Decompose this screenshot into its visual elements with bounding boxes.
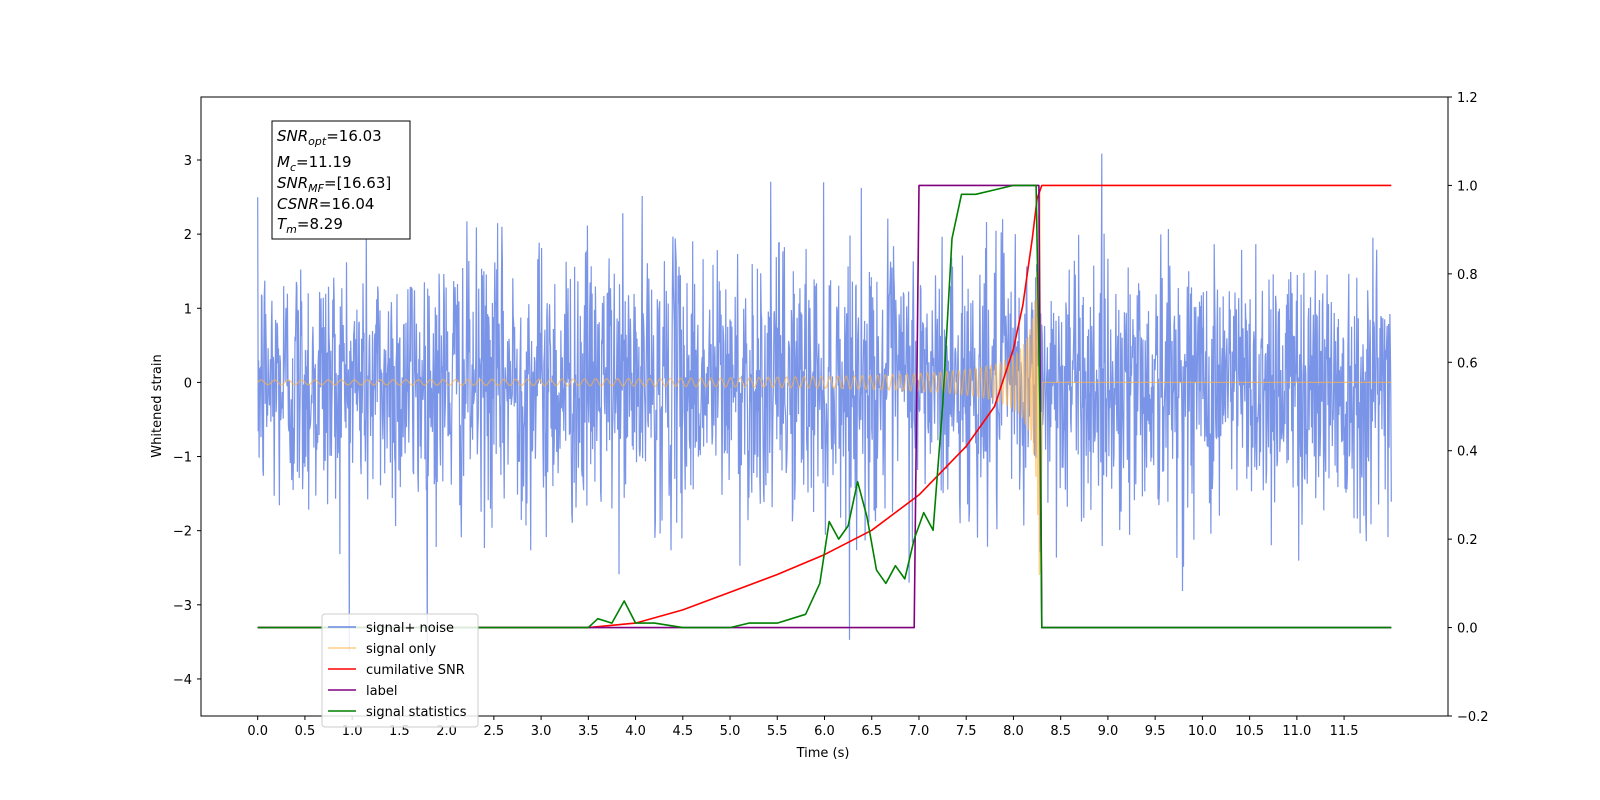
annotation-snr-opt: SNRopt=16.03: [277, 127, 382, 148]
annotation-mc: Mc=11.19: [277, 153, 352, 174]
annotation-subscript: opt: [308, 135, 327, 148]
y-tick-label: −2: [173, 525, 192, 540]
y2-tick-label: 0.4: [1457, 445, 1478, 460]
annotation-value: =8.29: [297, 215, 343, 233]
x-tick-label: 9.0: [1098, 724, 1119, 739]
x-tick-label: 7.5: [956, 724, 977, 739]
y2-tick-label: 0.6: [1457, 356, 1478, 371]
x-tick-label: 10.5: [1235, 724, 1264, 739]
x-tick-label: 0.5: [295, 724, 316, 739]
x-tick-label: 9.5: [1145, 724, 1166, 739]
x-axis-label: Time (s): [796, 746, 850, 761]
y2-tick-label: −0.2: [1457, 710, 1489, 725]
plot-data-layer: [257, 153, 1392, 663]
annotation-csnr: CSNR=16.04: [277, 195, 374, 213]
annotation-value: =11.19: [296, 153, 352, 171]
x-tick-label: 4.5: [672, 724, 693, 739]
legend: signal+ noise signal only cumilative SNR la…: [321, 613, 479, 728]
x-tick-label: 1.5: [389, 724, 410, 739]
x-tick-label: 0.0: [247, 724, 268, 739]
annotation-subscript: MF: [308, 182, 324, 195]
annotation-frame: [271, 120, 411, 240]
annotation-symbol: SNR: [277, 174, 308, 192]
x-tick-label: 3.5: [578, 724, 599, 739]
series-cumilative-snr: [257, 184, 1392, 629]
annotation-subscript: c: [290, 161, 296, 174]
y-tick-label: 1: [184, 302, 192, 317]
y2-tick-label: 0.2: [1457, 533, 1478, 548]
x-tick-label: 8.0: [1003, 724, 1024, 739]
axis-ticks: 0.0 0.5 1.0 1.5 2.0 2.5 3.0 3.5 4.0 4.5 5.0 5.5 6.0 6…: [173, 91, 1489, 739]
y2-tick-label: 0.0: [1457, 622, 1478, 637]
legend-entry: signal+ noise: [366, 621, 454, 636]
y-tick-label: −3: [173, 599, 192, 614]
x-tick-label: 4.0: [625, 724, 646, 739]
annotation-subscript: m: [286, 223, 297, 236]
x-tick-label: 3.0: [531, 724, 552, 739]
legend-entry: label: [366, 684, 397, 699]
x-tick-label: 10.0: [1188, 724, 1217, 739]
x-tick-label: 11.0: [1282, 724, 1311, 739]
annotation-symbol: CSNR: [277, 195, 319, 213]
legend-entry: signal statistics: [366, 705, 467, 720]
annotation-value: =16.03: [326, 127, 382, 145]
x-tick-label: 1.0: [342, 724, 363, 739]
annotation-box: SNRopt=16.03 Mc=11.19 SNRMF=[16.63] CSNR…: [271, 120, 411, 240]
y2-tick-label: 0.8: [1457, 268, 1478, 283]
x-tick-label: 6.5: [861, 724, 882, 739]
legend-entry: cumilative SNR: [366, 663, 465, 678]
y-tick-label: 2: [184, 228, 192, 243]
annotation-snr-mf: SNRMF=[16.63]: [277, 174, 391, 195]
x-tick-label: 11.5: [1330, 724, 1359, 739]
series-signal-only: [257, 190, 1392, 576]
x-tick-label: 2.5: [484, 724, 505, 739]
x-tick-label: 5.0: [720, 724, 741, 739]
y-tick-label: 3: [184, 154, 192, 169]
series-signal-noise: [257, 153, 1392, 663]
series-signal-statistics: [257, 184, 1392, 629]
annotation-value: =[16.63]: [324, 174, 391, 192]
annotation-symbol: T: [277, 215, 288, 233]
annotation-symbol: SNR: [277, 127, 308, 145]
y2-tick-label: 1.0: [1457, 179, 1478, 194]
x-tick-label: 6.0: [814, 724, 835, 739]
x-tick-label: 7.0: [909, 724, 930, 739]
legend-frame: [321, 613, 479, 728]
y-tick-label: −4: [173, 673, 192, 688]
y-tick-label: 0: [184, 376, 192, 391]
annotation-symbol: M: [277, 153, 290, 171]
y-axis-label: Whitened strain: [150, 354, 165, 457]
x-tick-label: 2.0: [436, 724, 457, 739]
y2-tick-label: 1.2: [1457, 91, 1478, 106]
y-tick-label: −1: [173, 451, 192, 466]
annotation-value: =16.04: [319, 195, 375, 213]
legend-entry: signal only: [366, 642, 436, 657]
x-tick-label: 8.5: [1050, 724, 1071, 739]
annotation-tm: Tm=8.29: [277, 215, 343, 236]
x-tick-label: 5.5: [767, 724, 788, 739]
